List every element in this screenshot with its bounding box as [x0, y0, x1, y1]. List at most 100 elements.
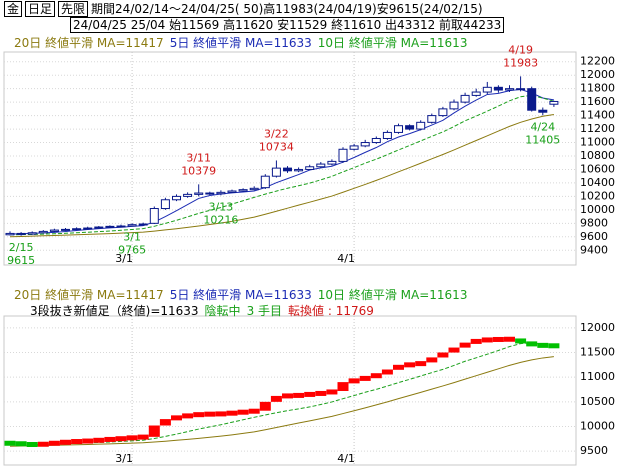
break-brick [548, 343, 560, 349]
annotation-value: 10734 [259, 140, 294, 153]
break-brick [237, 409, 249, 415]
annotation-date: 2/15 [9, 241, 34, 254]
candle-body [460, 94, 470, 103]
y-tick-label: 10500 [580, 395, 615, 408]
y-tick-label: 9500 [580, 444, 608, 457]
break-brick [115, 436, 127, 442]
candle-body [127, 224, 137, 227]
plot-frame [3, 51, 577, 266]
candle-body [471, 91, 481, 96]
break-brick [526, 341, 538, 347]
candle-body [416, 121, 426, 130]
y-tick-label: 10000 [580, 419, 615, 432]
candle-body [49, 229, 59, 232]
status-line: 3段抜き新値足（終値)=11633 陰転中 3 手目 転換値 : 11769 [30, 304, 380, 319]
header-item: 金 [4, 1, 23, 17]
plot-frame [3, 315, 577, 466]
candle-body [405, 125, 415, 130]
break-brick [515, 338, 527, 344]
break-brick [137, 434, 149, 440]
y-tick-label: 11000 [580, 136, 615, 149]
annotation-value: 9765 [118, 244, 146, 257]
break-brick [381, 369, 393, 375]
break-brick [293, 392, 305, 398]
y-tick-label: 11800 [580, 82, 615, 95]
break-brick [492, 336, 504, 342]
annotation-date: 4/24 [530, 120, 555, 133]
candle-body [294, 168, 304, 172]
break-brick [159, 419, 171, 426]
candle-body [538, 109, 548, 113]
legend-item: 10日 終値平滑 MA=11613 [317, 288, 468, 302]
break-brick [393, 364, 404, 370]
break-brick [415, 361, 427, 367]
y-tick-label: 10400 [580, 176, 615, 189]
break-brick [171, 415, 182, 421]
break-brick [226, 410, 238, 416]
break-brick [437, 352, 449, 358]
candle-body [194, 192, 204, 195]
break-brick [26, 441, 38, 447]
x-tick-label: 4/1 [337, 252, 355, 265]
ma-line [9, 113, 554, 238]
break-brick [459, 342, 471, 348]
y-tick-label: 10600 [580, 162, 615, 175]
break-brick [93, 437, 105, 443]
candle-body [249, 187, 259, 191]
header-period: 期間24/02/14～24/04/25( 50)高11983(24/04/19)… [91, 2, 483, 16]
candle-body [360, 142, 370, 147]
ma-line [9, 356, 554, 447]
y-tick-label: 9800 [580, 216, 608, 229]
candle-body [516, 88, 526, 91]
break-brick [348, 378, 360, 384]
break-brick [37, 441, 49, 447]
break-brick [470, 338, 482, 344]
break-brick [15, 441, 27, 447]
candle-body [160, 199, 170, 210]
legend-item: 10日 終値平滑 MA=11613 [317, 36, 468, 50]
break-brick [215, 411, 227, 417]
candle-body [394, 125, 403, 133]
candle-body [527, 88, 537, 111]
candle-body [27, 232, 37, 235]
candle-body [5, 232, 15, 236]
candle-body [305, 166, 315, 170]
break-brick [71, 439, 83, 445]
y-tick-label: 11400 [580, 109, 615, 122]
annotation-value: 11405 [525, 133, 560, 146]
x-tick-label: 3/1 [115, 252, 133, 265]
candle-body [94, 226, 104, 229]
break-brick [48, 440, 60, 446]
legend-item: 5日 終値平滑 MA=11633 [169, 36, 312, 50]
break-brick [370, 373, 382, 379]
status-item: 陰転中 [204, 304, 241, 318]
candle-body [327, 160, 337, 165]
break-brick [337, 382, 349, 391]
annotation-date: 4/19 [508, 43, 533, 56]
y-tick-label: 9400 [580, 243, 608, 256]
break-brick [282, 393, 293, 399]
candle-body [61, 228, 70, 231]
candle-body [105, 225, 115, 228]
candle-body [338, 148, 348, 162]
annotation-date: 3/1 [123, 231, 141, 244]
annotation-value: 10379 [181, 164, 216, 177]
candle-body [149, 208, 159, 224]
x-tick-label: 4/1 [337, 452, 355, 465]
break-brick [504, 336, 515, 342]
break-brick [315, 390, 327, 396]
legend-item: 5日 終値平滑 MA=11633 [169, 288, 312, 302]
break-brick [259, 401, 271, 411]
annotation-date: 3/22 [264, 127, 289, 140]
break-brick [148, 425, 160, 437]
legend: 20日 終値平滑 MA=11417 5日 終値平滑 MA=11633 10日 終値平… [14, 36, 473, 51]
candle-body [16, 232, 26, 235]
candle-body [138, 223, 148, 226]
break-brick [60, 439, 71, 445]
break-brick [426, 357, 438, 363]
annotation-value: 9615 [7, 254, 35, 267]
candle-body [549, 100, 559, 105]
annotation-date: 3/11 [186, 151, 211, 164]
